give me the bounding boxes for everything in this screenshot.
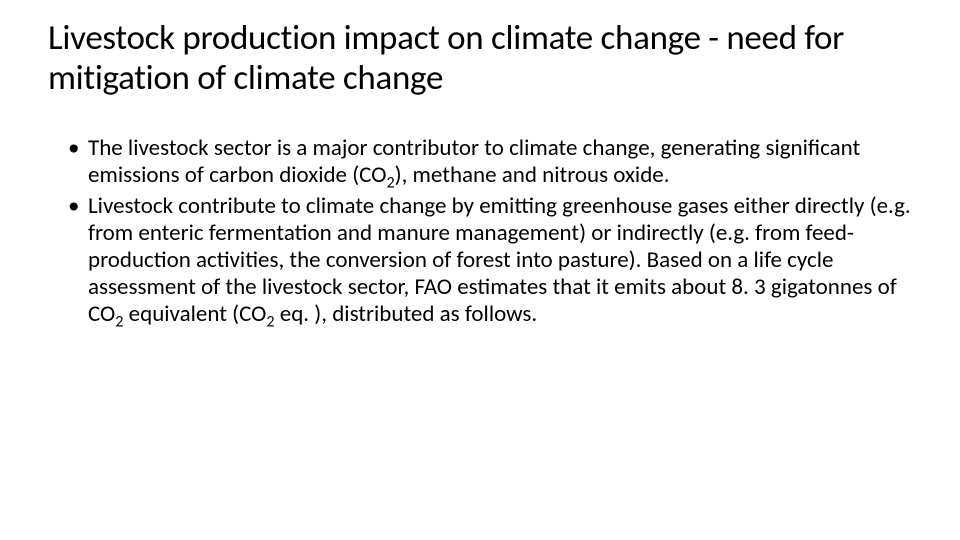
slide: Livestock production impact on climate c… [0,0,960,540]
bullet-item: Livestock contribute to climate change b… [72,193,912,329]
bullet-item: The livestock sector is a major contribu… [72,135,912,189]
subscript: 2 [266,313,274,332]
subscript: 2 [386,173,394,192]
slide-body: The livestock sector is a major contribu… [48,135,912,329]
bullet-text: eq. ), distributed as follows. [275,300,538,328]
slide-title: Livestock production impact on climate c… [48,18,912,99]
bullet-text: ), methane and nitrous oxide. [395,161,670,189]
bullet-text: equivalent (CO [123,300,266,328]
